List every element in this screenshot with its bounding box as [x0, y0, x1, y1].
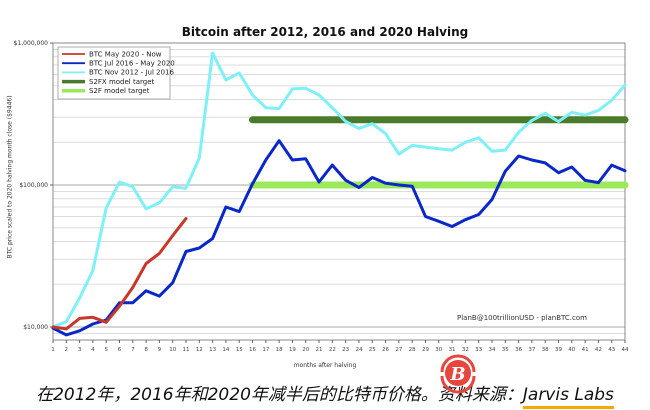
x-tick-label: 28	[409, 347, 416, 353]
x-tick-label: 6	[118, 347, 122, 353]
caption-source-link[interactable]: Jarvis Labs	[522, 385, 614, 409]
x-tick-label: 9	[158, 347, 162, 353]
svg-text:B: B	[449, 364, 465, 385]
legend-label: BTC Jul 2016 - May 2020	[89, 60, 175, 68]
bitcoin-logo-icon: B	[440, 354, 476, 394]
x-tick-label: 32	[462, 347, 469, 353]
x-tick-label: 40	[568, 347, 575, 353]
series-line	[51, 139, 627, 337]
x-tick-label: 24	[355, 347, 362, 353]
legend-label: S2F model target	[89, 87, 150, 95]
x-tick-label: 13	[209, 347, 216, 353]
x-tick-label: 42	[595, 347, 602, 353]
x-tick-label: 35	[502, 347, 509, 353]
x-tick-label: 34	[488, 347, 495, 353]
x-tick-label: 12	[196, 347, 203, 353]
x-tick-label: 4	[91, 347, 95, 353]
x-tick-label: 17	[262, 347, 269, 353]
chart-title: Bitcoin after 2012, 2016 and 2020 Halvin…	[181, 25, 469, 39]
x-tick-label: 23	[342, 347, 349, 353]
x-tick-label: 36	[515, 347, 522, 353]
x-tick-label: 11	[183, 347, 190, 353]
caption-text: 在2012年，2016年和2020年减半后的比特币价格。资料来源：	[36, 385, 523, 405]
legend-label: BTC Nov 2012 - Jul 2016	[89, 69, 174, 77]
x-tick-label: 25	[369, 347, 376, 353]
x-tick-label: 7	[131, 347, 135, 353]
series-lines	[51, 51, 629, 337]
plot-frame	[52, 42, 626, 341]
x-tick-label: 41	[582, 347, 589, 353]
x-tick-label: 39	[555, 347, 562, 353]
x-tick-label: 14	[222, 347, 229, 353]
x-tick-label: 18	[276, 347, 283, 353]
x-tick-label: 10	[169, 347, 176, 353]
x-tick-label: 2	[65, 347, 69, 353]
y-tick-label: $1,000,000	[14, 40, 49, 47]
x-tick-label: 33	[475, 347, 482, 353]
legend-label: S2FX model target	[89, 78, 155, 86]
y-axis-label: BTC price scaled to 2020 halving month c…	[6, 95, 14, 259]
x-tick-label: 30	[435, 347, 442, 353]
x-tick-label: 27	[395, 347, 402, 353]
chart-annotation: PlanB@100trillionUSD - planBTC.com	[457, 314, 587, 322]
legend-label: BTC May 2020 - Now	[89, 50, 162, 58]
y-axis: $1,000,000 $100,000 $10,000	[14, 40, 53, 331]
x-tick-label: 3	[78, 347, 82, 353]
x-tick-label: 20	[302, 347, 309, 353]
y-tick-label: $100,000	[19, 182, 48, 189]
image-caption: 在2012年，2016年和2020年减半后的比特币价格。资料来源：Jarvis …	[0, 380, 650, 409]
x-tick-label: 43	[608, 347, 615, 353]
x-axis: 1 2 3 4 5 6 7 8 9 10 11 12 13 14 15 16 17 18 19 20 21 22 23 24 2…	[51, 340, 629, 353]
series-line	[51, 51, 627, 329]
x-tick-label: 38	[542, 347, 549, 353]
y-tick-label: $10,000	[23, 324, 48, 331]
x-tick-label: 22	[329, 347, 336, 353]
x-tick-label: 21	[316, 347, 323, 353]
x-tick-label: 31	[449, 347, 456, 353]
x-tick-label: 16	[249, 347, 256, 353]
x-tick-label: 15	[236, 347, 243, 353]
x-tick-label: 37	[528, 347, 535, 353]
x-tick-label: 44	[622, 347, 629, 353]
x-axis-label: months after halving	[293, 362, 357, 369]
x-tick-label: 5	[104, 347, 108, 353]
series-line	[51, 217, 188, 331]
x-tick-label: 29	[422, 347, 429, 353]
legend: BTC May 2020 - Now BTC Jul 2016 - May 202…	[57, 46, 175, 100]
x-tick-label: 19	[289, 347, 296, 353]
x-tick-label: 26	[382, 347, 389, 353]
x-tick-label: 1	[51, 347, 55, 353]
x-tick-label: 8	[144, 347, 148, 353]
